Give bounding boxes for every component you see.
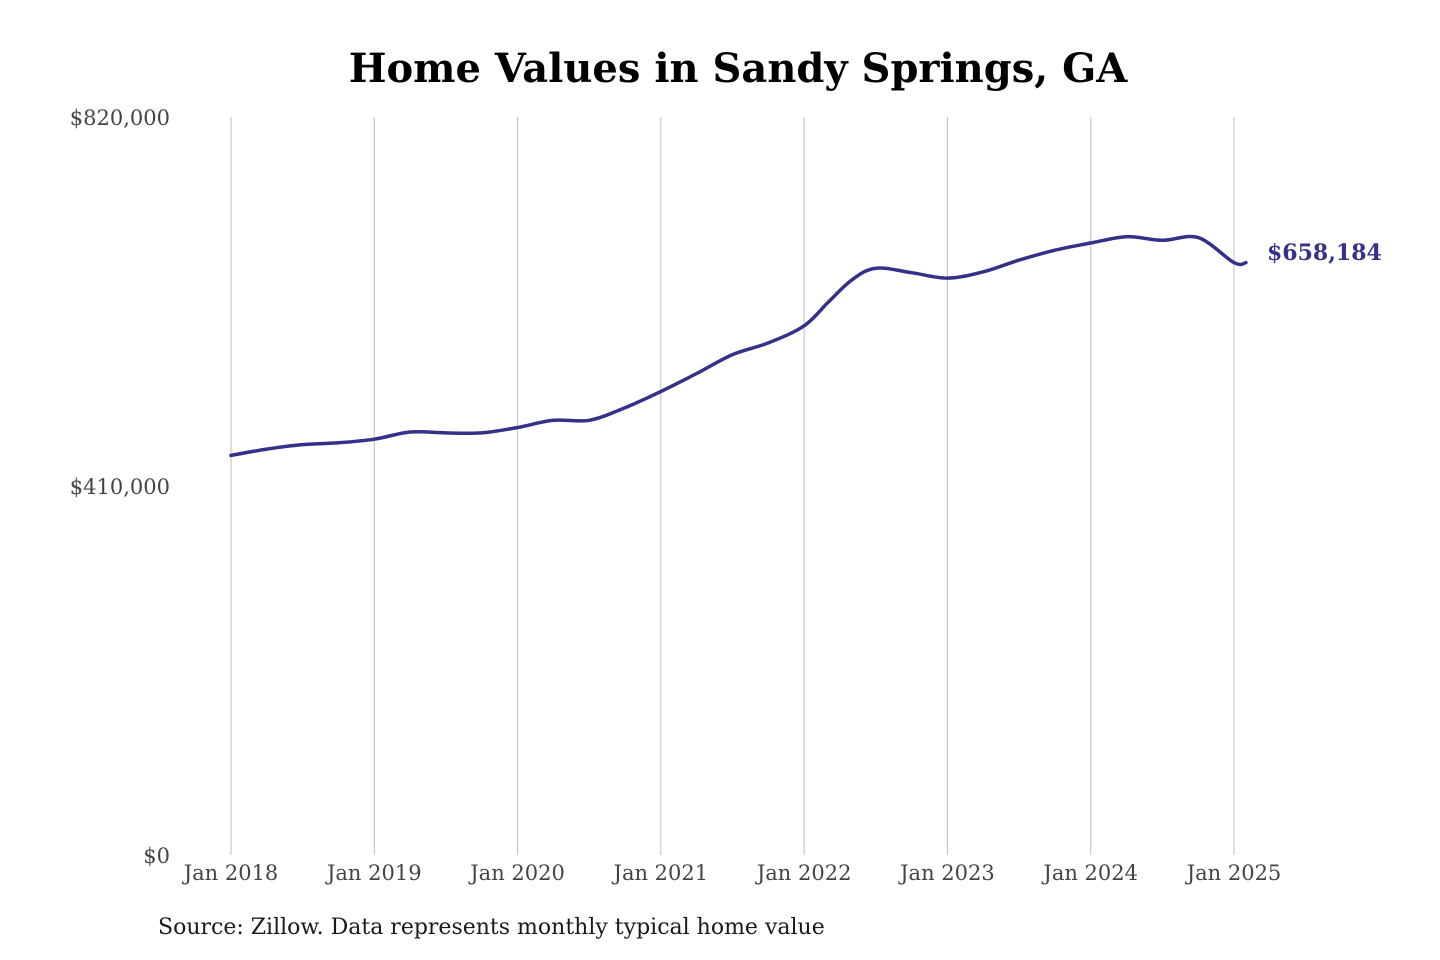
- source-note: Source: Zillow. Data represents monthly …: [158, 915, 825, 940]
- gridlines: [230, 117, 1235, 855]
- x-tick-label: Jan 2025: [1185, 861, 1282, 885]
- x-tick-label: Jan 2020: [468, 861, 565, 885]
- x-tick-label: Jan 2023: [898, 861, 995, 885]
- x-tick-label: Jan 2022: [755, 861, 852, 885]
- x-tick-label: Jan 2021: [612, 861, 709, 885]
- y-tick-label: $0: [143, 844, 170, 868]
- y-axis-ticks: $0 $410,000 $820,000: [70, 106, 170, 868]
- y-tick-label: $410,000: [70, 475, 170, 499]
- x-axis-ticks: Jan 2018 Jan 2019 Jan 2020 Jan 2021 Jan 2022…: [182, 861, 1282, 885]
- y-tick-label: $820,000: [70, 106, 170, 130]
- x-tick-label: Jan 2024: [1041, 861, 1138, 885]
- series-layer: [229, 234, 1248, 458]
- x-tick-label: Jan 2019: [325, 861, 422, 885]
- x-tick-label: Jan 2018: [182, 861, 279, 885]
- series-line: [229, 234, 1248, 458]
- end-value-label: $658,184: [1267, 240, 1382, 266]
- chart-title: Home Values in Sandy Springs, GA: [349, 45, 1129, 92]
